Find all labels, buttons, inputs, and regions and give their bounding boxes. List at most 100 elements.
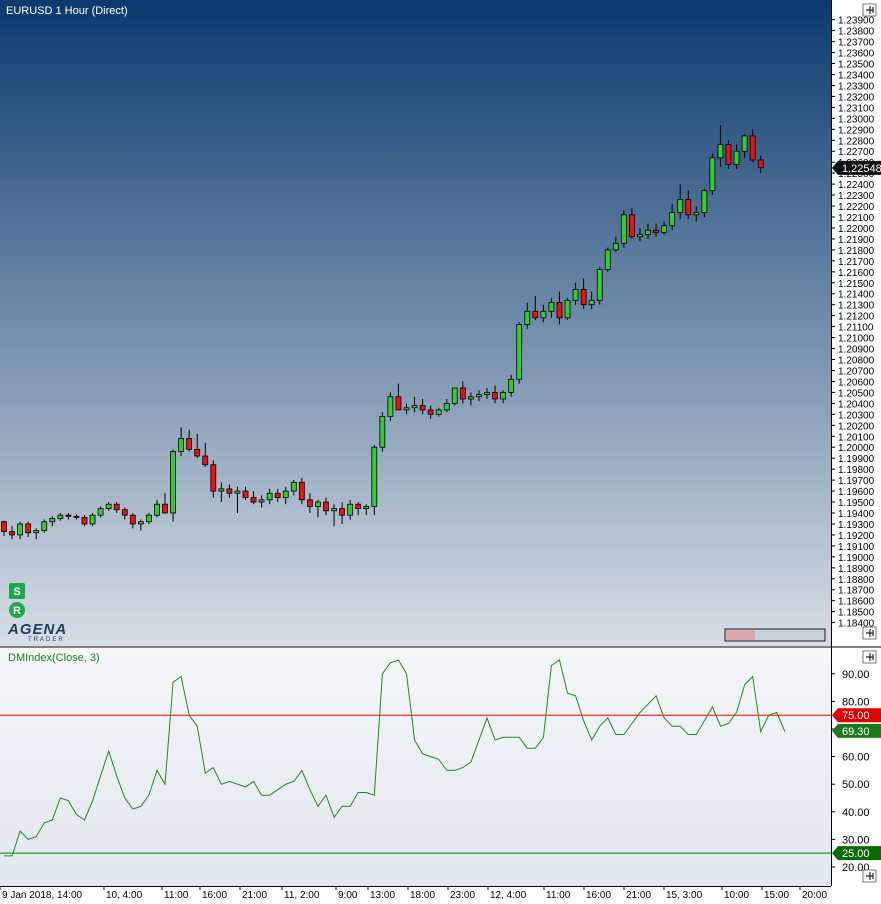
candle-body-down: [186, 438, 193, 450]
candle: [218, 482, 225, 503]
candle-body-down: [73, 515, 80, 518]
scrollbar[interactable]: [724, 628, 826, 642]
candle-body-up: [612, 242, 619, 251]
candle-body-up: [637, 234, 643, 238]
pin-axis-icon[interactable]: [862, 3, 877, 17]
candle: [733, 144, 740, 169]
candle-body-up: [282, 490, 289, 499]
candle: [717, 124, 724, 167]
candle: [757, 155, 764, 174]
lower-level-tag-shape: [832, 846, 881, 861]
price-tick-label: 1.18900: [838, 564, 875, 575]
candle: [387, 392, 394, 421]
pin-indicator-axis-icon-bottom[interactable]: [862, 869, 877, 883]
candle: [403, 403, 410, 415]
time-tick-label: 15, 3:00: [666, 890, 703, 901]
price-tick-label: 1.18600: [838, 597, 875, 608]
price-tick-label: 1.19300: [838, 520, 875, 531]
agena-logo: AGENA TRADER: [7, 621, 67, 643]
candle: [701, 188, 708, 217]
candle-body-up: [258, 499, 265, 503]
value-labels: 1.22548 75.00 69.30 25.00: [832, 160, 881, 861]
price-tick-label: 1.21700: [838, 257, 875, 268]
scrollbar-thumb[interactable]: [726, 630, 755, 640]
candle: [459, 381, 466, 404]
upper-level-tag: 75.00: [832, 708, 881, 723]
candle-body-up: [733, 150, 740, 165]
candle-body-down: [65, 514, 72, 517]
price-tick-label: 1.20700: [838, 366, 875, 377]
time-tick-label: 23:00: [450, 890, 475, 901]
price-tick-label: 1.18800: [838, 575, 875, 586]
pin-indicator-axis-icon[interactable]: [862, 650, 877, 664]
price-tick-label: 1.21000: [838, 334, 875, 345]
price-tick-label: 1.23600: [838, 49, 875, 60]
candle-body-up: [218, 488, 225, 492]
time-tick-label: 21:00: [242, 890, 267, 901]
price-tick-label: 1.19400: [838, 509, 875, 520]
candle-body-up: [572, 288, 579, 301]
price-tick-label: 1.19100: [838, 542, 875, 553]
pin-axis-icon-bottom[interactable]: [862, 626, 877, 640]
candle-body-down: [419, 405, 426, 411]
candle-body-up: [540, 310, 547, 319]
candle: [443, 398, 450, 413]
candle-body-down: [355, 503, 362, 510]
time-tick-label: 18:00: [410, 890, 435, 901]
candle: [411, 396, 418, 413]
candle-body-down: [749, 135, 756, 161]
candle: [81, 515, 88, 527]
price-tick-label: 1.21600: [838, 268, 875, 279]
candle: [33, 528, 40, 540]
candle: [282, 486, 289, 505]
last-indicator-tag: 69.30: [832, 723, 881, 738]
candle-body-up: [170, 451, 176, 514]
candle-body-down: [427, 409, 434, 415]
candle-body-up: [476, 394, 482, 398]
price-tick-label: 1.22300: [838, 191, 875, 202]
candle: [298, 477, 305, 505]
candle: [629, 208, 635, 239]
candle-body-down: [25, 523, 32, 534]
indicator-tick-label: 40.00: [842, 807, 870, 819]
candle-body-up: [105, 503, 112, 510]
candle-body-up: [677, 199, 684, 214]
price-tick-label: 1.21900: [838, 235, 875, 246]
candle-body-up: [331, 508, 337, 512]
candle-body-up: [741, 135, 748, 152]
dm-index-series: [4, 659, 786, 857]
candle: [669, 203, 676, 231]
candle-body-up: [33, 530, 40, 534]
signal-badge-s[interactable]: S: [9, 583, 25, 599]
candle: [355, 502, 362, 516]
signal-badge-r[interactable]: R: [9, 602, 25, 618]
candle: [540, 304, 547, 323]
price-tick-label: 1.22400: [838, 180, 875, 191]
candle: [258, 495, 265, 508]
candle: [371, 445, 378, 516]
candle-body-up: [17, 523, 24, 536]
candle-body-up: [467, 396, 474, 400]
price-tick-label: 1.23500: [838, 60, 875, 71]
time-tick-label: 20:00: [802, 890, 827, 901]
candle: [1, 520, 7, 537]
candle-body-up: [701, 190, 708, 214]
price-tick-label: 1.22200: [838, 202, 875, 213]
candle-body-up: [443, 402, 450, 411]
candle-body-down: [532, 310, 539, 319]
badge-r-label: R: [13, 605, 21, 617]
candle: [500, 390, 507, 404]
candle: [137, 519, 144, 531]
candle-body-up: [604, 249, 611, 271]
candle-body-up: [661, 225, 667, 233]
logo-text: AGENA: [7, 621, 67, 638]
candle: [226, 484, 233, 498]
candle-body-up: [371, 446, 378, 507]
candle-body-up: [508, 378, 515, 393]
candle-body-up: [154, 503, 160, 516]
time-axis: 9 Jan 2018, 14:00 10, 4:00 11:00 16:00 21:00…: [0, 886, 827, 901]
candle-body-up: [97, 508, 104, 516]
upper-level-tag-shape: [832, 708, 881, 723]
